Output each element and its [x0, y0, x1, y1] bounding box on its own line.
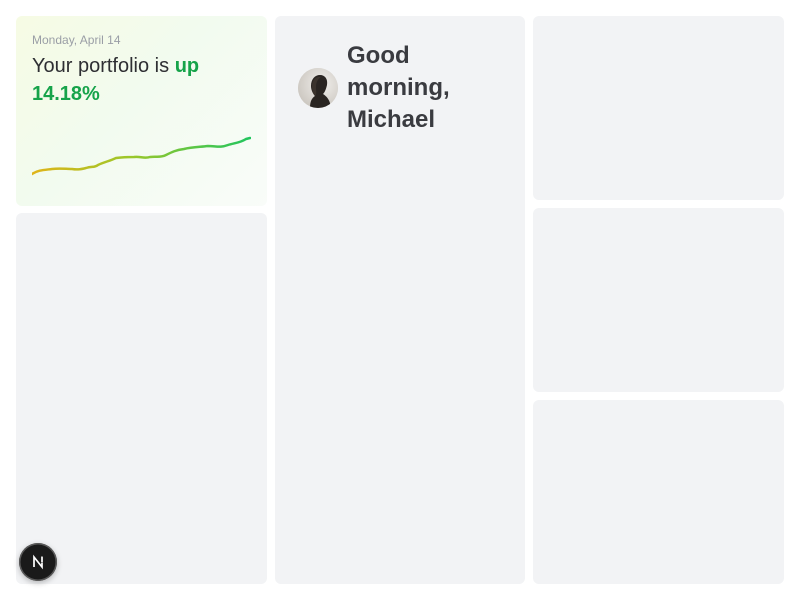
empty-card-right-top [533, 16, 784, 200]
next-dev-button[interactable] [19, 543, 57, 581]
date-label: Monday, April 14 [32, 33, 121, 47]
portfolio-change: up 14.18% [32, 55, 200, 105]
portfolio-card: Monday, April 14 Your portfolio is up 14… [16, 16, 267, 206]
portfolio-sparkline [32, 136, 251, 176]
empty-card-right-middle [533, 208, 784, 392]
empty-card-left [16, 213, 267, 584]
greeting-card: Good morning, Michael [275, 16, 525, 584]
greeting-title: Good morning, Michael [347, 42, 450, 133]
avatar[interactable] [298, 68, 338, 108]
next-logo-icon [33, 554, 43, 570]
portfolio-trend-line [32, 136, 251, 176]
portfolio-heading-prefix: Your portfolio is [32, 55, 175, 77]
portfolio-heading: Your portfolio is up 14.18% [32, 52, 252, 108]
profile-silhouette-icon [298, 68, 338, 108]
empty-card-right-bottom [533, 400, 784, 584]
